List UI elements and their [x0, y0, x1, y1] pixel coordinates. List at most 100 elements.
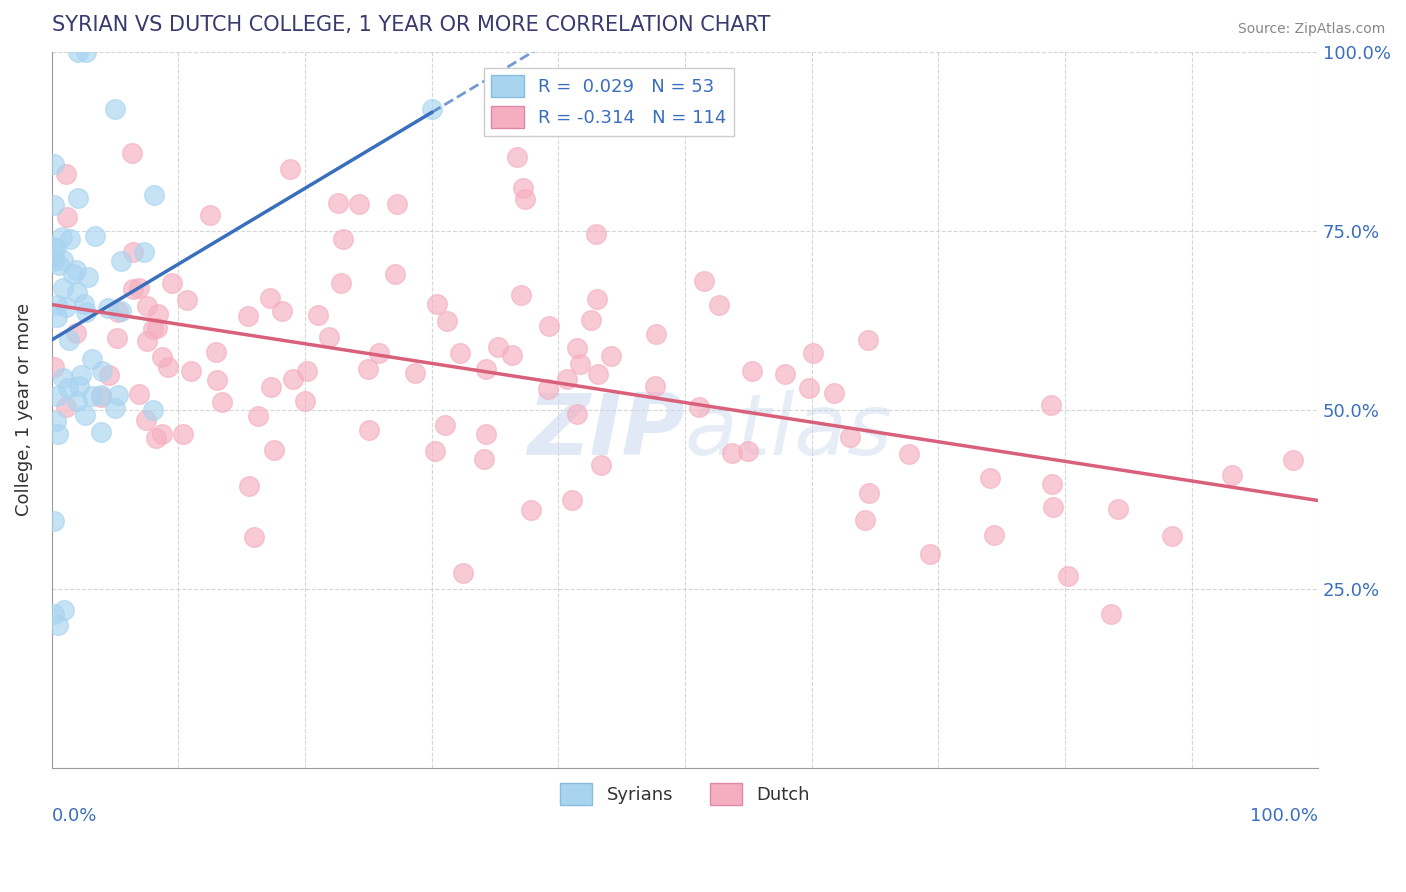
Point: [707, 298, 730, 312]
Point: [436, 314, 458, 328]
Point: [107, 305, 129, 319]
Point: [69, 368, 91, 382]
Point: [97, 301, 120, 315]
Point: [145, 431, 167, 445]
Point: [75, 45, 97, 59]
Point: [720, 446, 742, 460]
Point: [44, 254, 66, 268]
Point: [148, 307, 170, 321]
Point: [67, 45, 90, 59]
Point: [773, 368, 796, 382]
Y-axis label: College, 1 year or more: College, 1 year or more: [15, 303, 32, 516]
Point: [52, 253, 75, 268]
Point: [404, 367, 426, 381]
Point: [104, 102, 127, 116]
Point: [426, 297, 449, 311]
Text: SYRIAN VS DUTCH COLLEGE, 1 YEAR OR MORE CORRELATION CHART: SYRIAN VS DUTCH COLLEGE, 1 YEAR OR MORE …: [52, 15, 770, 35]
Point: [897, 447, 920, 461]
Text: ZIP: ZIP: [527, 390, 685, 473]
Point: [80, 389, 103, 403]
Point: [51, 230, 73, 244]
Point: [420, 102, 443, 116]
Point: [600, 350, 623, 364]
Point: [688, 401, 710, 415]
Point: [585, 292, 607, 306]
Point: [506, 150, 529, 164]
Point: [449, 346, 471, 360]
Point: [330, 276, 353, 290]
Point: [519, 503, 541, 517]
Point: [48, 258, 70, 272]
Point: [513, 193, 536, 207]
Point: [172, 427, 194, 442]
Point: [52, 281, 75, 295]
Point: [121, 146, 143, 161]
Point: [46, 617, 69, 632]
Point: [90, 388, 112, 402]
Point: [104, 401, 127, 416]
Point: [143, 187, 166, 202]
Point: [271, 304, 294, 318]
Point: [501, 348, 523, 362]
Point: [858, 486, 880, 500]
Point: [1160, 529, 1182, 543]
Point: [146, 321, 169, 335]
Point: [44, 198, 66, 212]
Point: [585, 227, 607, 241]
Point: [510, 288, 533, 302]
Point: [67, 379, 90, 393]
Point: [122, 282, 145, 296]
Point: [59, 232, 82, 246]
Point: [66, 285, 89, 300]
Text: Source: ZipAtlas.com: Source: ZipAtlas.com: [1237, 22, 1385, 37]
Point: [44, 607, 66, 621]
Point: [91, 364, 114, 378]
Point: [136, 299, 159, 313]
Point: [44, 239, 66, 253]
Point: [142, 321, 165, 335]
Point: [160, 276, 183, 290]
Point: [142, 402, 165, 417]
Point: [180, 363, 202, 377]
Point: [110, 253, 132, 268]
Point: [128, 387, 150, 401]
Point: [236, 309, 259, 323]
Legend: Syrians, Dutch: Syrians, Dutch: [553, 776, 817, 813]
Point: [45, 242, 67, 256]
Point: [98, 368, 121, 382]
Point: [198, 208, 221, 222]
Point: [512, 181, 534, 195]
Point: [385, 197, 408, 211]
Point: [48, 426, 70, 441]
Point: [823, 386, 845, 401]
Point: [75, 409, 97, 423]
Point: [918, 547, 941, 561]
Point: [332, 232, 354, 246]
Point: [1057, 569, 1080, 583]
Point: [472, 451, 495, 466]
Point: [801, 346, 824, 360]
Point: [65, 326, 87, 341]
Point: [737, 443, 759, 458]
Point: [66, 191, 89, 205]
Point: [122, 244, 145, 259]
Point: [135, 412, 157, 426]
Point: [76, 270, 98, 285]
Point: [157, 360, 180, 375]
Point: [537, 318, 560, 333]
Point: [46, 310, 69, 325]
Point: [307, 308, 329, 322]
Point: [451, 566, 474, 581]
Point: [839, 430, 862, 444]
Point: [55, 210, 77, 224]
Point: [1281, 453, 1303, 467]
Point: [555, 372, 578, 386]
Point: [55, 167, 77, 181]
Point: [65, 263, 87, 277]
Point: [565, 408, 588, 422]
Point: [75, 304, 97, 318]
Point: [44, 514, 66, 528]
Point: [434, 418, 457, 433]
Point: [44, 157, 66, 171]
Point: [486, 340, 509, 354]
